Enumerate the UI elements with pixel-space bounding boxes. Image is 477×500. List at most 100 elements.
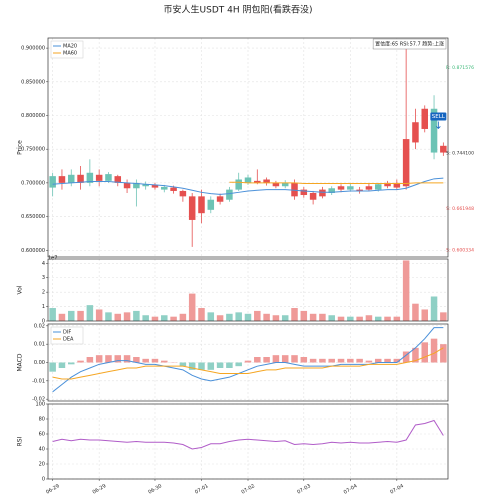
candle-body	[188, 196, 196, 220]
candle-body	[114, 176, 122, 183]
y-tick-label: 100	[35, 402, 45, 408]
bar	[402, 351, 410, 363]
candle-body	[402, 139, 410, 187]
x-tick-label: 07-03	[296, 483, 312, 495]
candle-body	[430, 108, 438, 153]
y-tick-label: 0.01	[34, 342, 45, 348]
y-tick-label: 40	[39, 447, 45, 453]
candle-body	[179, 190, 187, 197]
y-tick-label: 1	[42, 304, 45, 310]
y-axis-label: Price	[17, 140, 24, 155]
panel-frame	[47, 323, 449, 402]
bar	[226, 362, 233, 368]
bar	[151, 316, 159, 321]
candle-body	[68, 174, 75, 183]
candle-body	[337, 186, 345, 190]
bar	[49, 362, 56, 372]
bar	[244, 360, 252, 363]
legend-label: DEA	[63, 337, 74, 343]
bar	[151, 358, 159, 363]
x-tick-label: 07-02	[240, 483, 256, 495]
candle-body	[151, 184, 159, 188]
bar	[291, 308, 298, 321]
chart-title: 币安人生USDT 4H 阴包阳(看跌吞没)	[164, 4, 313, 16]
y-tick-label: 2	[42, 290, 45, 296]
bar	[133, 310, 140, 321]
bar	[272, 315, 280, 321]
candle-body	[198, 196, 205, 214]
bar	[440, 344, 447, 363]
y-tick-label: 0.600000	[21, 248, 45, 254]
bar	[58, 362, 66, 368]
bar	[263, 357, 270, 363]
candle-body	[133, 182, 140, 189]
bar	[235, 312, 242, 321]
bar	[263, 313, 270, 321]
bar	[254, 310, 261, 321]
candle-body	[393, 182, 401, 188]
y-tick-label: 0.800000	[21, 113, 45, 119]
legend-box	[50, 326, 84, 345]
bar	[105, 355, 112, 363]
y-tick-label: -0.01	[32, 378, 45, 384]
candle-body	[254, 180, 261, 183]
bar	[179, 313, 187, 321]
bar	[123, 312, 131, 321]
bar	[421, 342, 428, 363]
x-tick-label: 06-29	[92, 483, 108, 495]
candle-body	[58, 176, 66, 183]
bar	[68, 362, 75, 365]
y-tick-label: 4	[42, 261, 45, 267]
bar	[95, 309, 103, 321]
bar	[412, 303, 419, 321]
bar	[347, 358, 354, 363]
candle-body	[421, 108, 428, 129]
series-line	[52, 347, 444, 380]
bar	[300, 357, 308, 363]
legend-label: MA20	[63, 44, 77, 50]
bar	[188, 362, 196, 370]
bar	[86, 305, 94, 321]
legend-label: DIF	[63, 330, 71, 336]
bar	[216, 362, 224, 368]
bar	[272, 355, 280, 363]
bar	[207, 312, 215, 321]
bar	[412, 347, 419, 363]
level-label: S: 0.744100	[446, 151, 474, 157]
bar	[68, 310, 75, 321]
y-tick-label: 20	[39, 462, 45, 468]
bar	[188, 293, 196, 321]
x-tick-label: 07-01	[194, 483, 210, 495]
bar	[374, 316, 382, 321]
y-tick-label: 0.00	[34, 360, 45, 366]
y-tick-label: 0	[42, 319, 45, 325]
bar	[123, 355, 131, 363]
series-line	[52, 177, 444, 195]
level-label: S: 0.661948	[446, 206, 474, 212]
bar	[365, 360, 373, 363]
bar	[393, 358, 401, 363]
bar	[430, 296, 438, 321]
y-axis-label: RSI	[17, 436, 24, 446]
bar	[374, 358, 382, 363]
candle-body	[356, 189, 363, 191]
bar	[77, 360, 84, 363]
bar	[198, 362, 205, 370]
candle-body	[347, 186, 354, 190]
candle-body	[142, 184, 149, 187]
x-tick-label: 07-04	[343, 483, 359, 495]
info-box	[372, 38, 447, 50]
y-tick-label: -0.02	[32, 397, 45, 403]
candle-body	[263, 179, 270, 183]
candle-body	[440, 145, 447, 153]
legend-label: MA60	[63, 51, 77, 57]
bar	[421, 309, 428, 321]
bar	[86, 357, 94, 363]
bar	[430, 338, 438, 363]
candle-body	[161, 186, 168, 190]
bar	[161, 360, 168, 363]
candle-body	[105, 174, 112, 181]
bar	[235, 362, 242, 367]
bar	[365, 315, 373, 321]
